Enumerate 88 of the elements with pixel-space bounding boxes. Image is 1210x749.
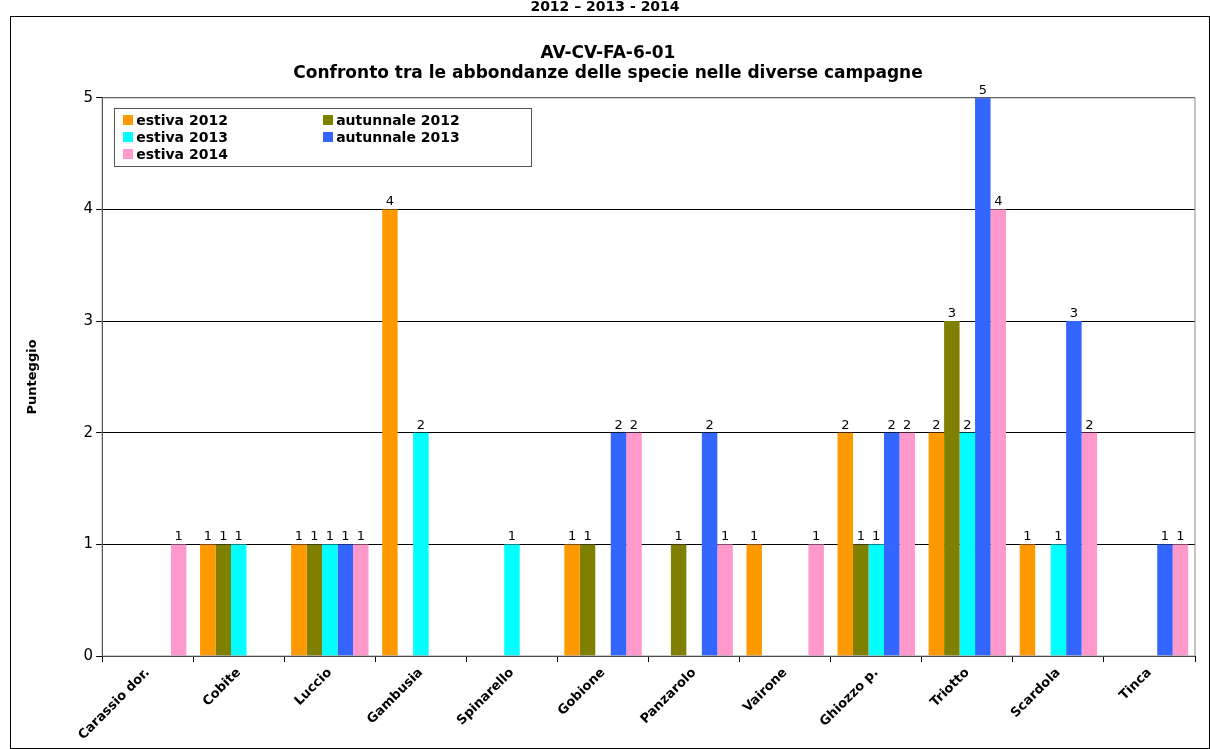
data-label: 1	[1176, 528, 1185, 544]
bar	[337, 544, 354, 656]
text: 2012 – 2013 - 2014	[529, 0, 681, 14]
data-label: 5	[978, 81, 987, 97]
data-label: 2	[629, 416, 639, 432]
data-label: 1	[341, 528, 350, 544]
data-label: 1	[219, 528, 228, 544]
data-label: 4	[994, 193, 1003, 209]
bar	[1081, 432, 1098, 656]
data-label: 2	[614, 416, 623, 432]
bar	[564, 544, 580, 656]
data-label: 1	[1160, 528, 1170, 544]
data-label: 2	[887, 416, 896, 432]
bar	[975, 97, 991, 656]
bar	[200, 544, 216, 656]
data-label: 2	[416, 416, 426, 432]
bar	[959, 432, 976, 656]
bar	[170, 544, 187, 656]
data-label: 1	[203, 528, 212, 544]
bar	[215, 544, 232, 656]
bar	[610, 432, 627, 656]
data-label: 2	[841, 416, 850, 432]
data-label: 1	[856, 528, 865, 544]
legend-label: estiva 2013	[135, 128, 229, 146]
bar	[1066, 321, 1082, 656]
data-label: 1	[872, 528, 881, 544]
bar	[626, 432, 642, 656]
bar	[322, 544, 338, 656]
bar	[717, 544, 733, 656]
bar	[382, 209, 398, 656]
data-label: 1	[567, 528, 577, 544]
y-tick-label: 4	[83, 199, 94, 218]
y-tick-label: 5	[83, 87, 94, 106]
bar	[306, 544, 323, 656]
bar	[899, 432, 915, 656]
data-label: 2	[963, 416, 972, 432]
legend-label: estiva 2012	[135, 111, 229, 129]
bar	[291, 544, 307, 656]
data-label: 1	[294, 528, 303, 544]
data-label: 1	[1054, 528, 1063, 544]
data-label: 1	[674, 528, 683, 544]
bar	[868, 544, 884, 656]
bar	[1172, 544, 1189, 656]
y-tick-label: 0	[83, 645, 94, 664]
data-label: 1	[234, 528, 243, 544]
bar	[808, 544, 824, 656]
bar	[837, 432, 854, 656]
bar	[353, 544, 369, 656]
data-label: 1	[812, 528, 821, 544]
data-label: 3	[947, 304, 956, 320]
bar	[746, 544, 762, 656]
y-tick-label: 3	[83, 311, 94, 329]
legend-label: estiva 2014	[135, 145, 229, 163]
bar	[413, 432, 429, 656]
y-axis-title: Punteggio	[24, 339, 40, 415]
bar	[670, 544, 687, 656]
data-label: 1	[174, 528, 183, 544]
data-label: 1	[750, 528, 759, 544]
bar	[928, 432, 945, 656]
bar	[990, 209, 1007, 656]
data-label: 1	[1023, 528, 1032, 544]
bar	[944, 321, 960, 656]
bar	[701, 432, 718, 656]
data-label: 1	[310, 528, 319, 544]
bar	[579, 544, 596, 656]
data-label: 1	[507, 528, 517, 544]
bar	[504, 544, 520, 656]
chart-title: AV-CV-FA-6-01 Confronto tra le abbondanze delle specie nelle diverse campagne	[293, 41, 923, 83]
data-label: 1	[325, 528, 334, 544]
bar	[853, 544, 869, 656]
y-tick-label: 2	[83, 422, 94, 441]
legend-label: autunnale 2012	[335, 111, 461, 129]
bar	[1019, 544, 1036, 656]
y-tick-label: 1	[83, 534, 94, 553]
data-label: 3	[1069, 304, 1079, 320]
bar	[1157, 544, 1173, 656]
data-label: 2	[932, 416, 941, 432]
legend-label: autunnale 2013	[335, 128, 461, 146]
data-label: 1	[356, 528, 365, 544]
bar	[231, 544, 247, 656]
data-label: 2	[903, 416, 912, 432]
data-label: 2	[705, 416, 714, 432]
data-label: 1	[583, 528, 592, 544]
bar	[883, 432, 900, 656]
bar	[1050, 544, 1067, 656]
data-label: 2	[1085, 416, 1094, 432]
data-label: 4	[385, 193, 395, 209]
data-label: 1	[720, 528, 730, 544]
